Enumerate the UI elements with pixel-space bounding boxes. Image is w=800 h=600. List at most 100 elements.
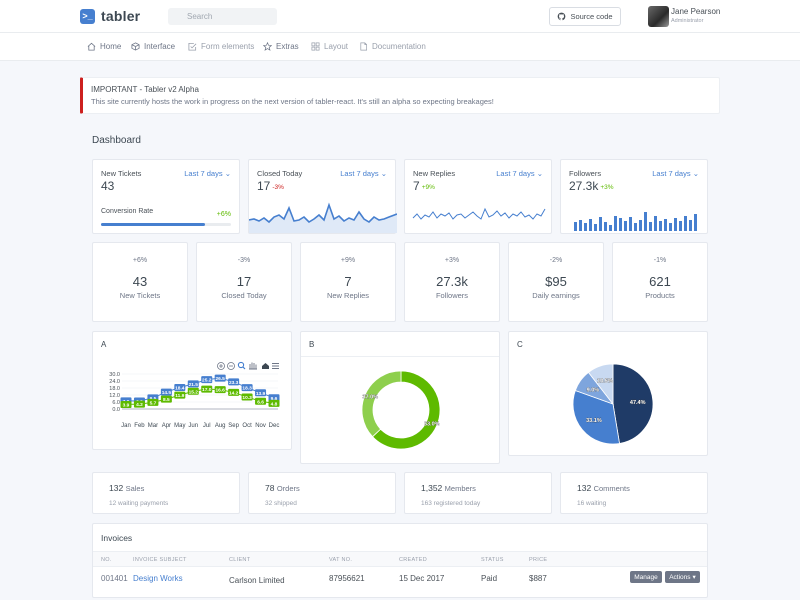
stat-change: -2% bbox=[549, 257, 563, 264]
zoom-out-icon[interactable] bbox=[227, 362, 235, 370]
period-dropdown[interactable]: Last 7 days ⌄ bbox=[184, 169, 231, 178]
x-tick-label: Jun bbox=[188, 423, 198, 429]
pie-slice[interactable] bbox=[572, 389, 620, 445]
page-title: Dashboard bbox=[92, 135, 141, 146]
data-point[interactable] bbox=[214, 386, 226, 394]
column-header: INVOICE SUBJECT bbox=[133, 557, 187, 563]
conversion-label: Conversion Rate bbox=[101, 208, 154, 215]
chevron-down-icon: ⌄ bbox=[536, 169, 543, 178]
nav-item-extras[interactable]: Extras bbox=[263, 42, 299, 51]
data-point[interactable] bbox=[160, 395, 172, 403]
table-header: NO. INVOICE SUBJECT CLIENT VAT NO. CREAT… bbox=[93, 551, 707, 567]
nav-item-documentation[interactable]: Documentation bbox=[359, 42, 426, 51]
data-point[interactable] bbox=[228, 378, 240, 386]
nav-item-interface[interactable]: Interface bbox=[131, 42, 175, 51]
stat-change: +3% bbox=[444, 257, 460, 264]
menu-icon[interactable] bbox=[272, 363, 279, 369]
column-header: CREATED bbox=[399, 557, 427, 563]
chart-card-a: A 30.0 24.0 18.0 12.0 6.0 0.0 Jan Feb Mar Apr May… bbox=[92, 331, 292, 450]
data-point[interactable] bbox=[120, 400, 132, 408]
stat-change: -1% bbox=[653, 257, 667, 264]
data-point[interactable] bbox=[268, 394, 280, 402]
alert-title: IMPORTANT - Tabler v2 Alpha bbox=[91, 85, 199, 94]
data-label: 18.4 bbox=[175, 386, 185, 392]
period-label: Last 7 days bbox=[652, 169, 691, 178]
followers-bar-sparkline bbox=[574, 212, 697, 231]
new-replies-sparkline bbox=[412, 207, 546, 220]
data-point[interactable] bbox=[174, 384, 186, 392]
invoice-no: 001401 bbox=[101, 574, 128, 583]
period-dropdown[interactable]: Last 7 days ⌄ bbox=[340, 169, 387, 178]
x-tick-label: Jan bbox=[121, 423, 131, 429]
kpi-value-row: 27.3k +3% bbox=[569, 179, 614, 193]
nav-item-layout[interactable]: Layout bbox=[311, 42, 348, 51]
data-label: 16.6 bbox=[216, 388, 226, 394]
pie-slice[interactable] bbox=[361, 370, 402, 438]
magnifier-icon[interactable] bbox=[237, 361, 246, 370]
mini-stat-row: 132 Comments bbox=[577, 483, 630, 493]
data-point[interactable] bbox=[241, 384, 253, 392]
mini-stat-row: 78 Orders bbox=[265, 483, 300, 493]
slice-label: 10.5% bbox=[597, 379, 613, 385]
pan-hand-icon[interactable] bbox=[249, 362, 257, 370]
kpi-change: +3% bbox=[600, 184, 614, 191]
data-label: 8.5 bbox=[163, 397, 170, 403]
conversion-progress-fill bbox=[101, 223, 205, 226]
search-input[interactable] bbox=[168, 8, 277, 25]
data-point[interactable] bbox=[174, 391, 186, 399]
data-label: 15.2 bbox=[189, 389, 199, 395]
stat-label: Followers bbox=[435, 291, 469, 300]
data-point[interactable] bbox=[241, 393, 253, 401]
data-point[interactable] bbox=[255, 397, 267, 405]
user-name[interactable]: Jane Pearson bbox=[671, 7, 721, 16]
data-point[interactable] bbox=[201, 376, 213, 384]
zoom-in-icon[interactable] bbox=[217, 362, 225, 370]
x-tick-label: Apr bbox=[162, 423, 171, 429]
data-point[interactable] bbox=[160, 388, 172, 396]
home-icon[interactable] bbox=[262, 363, 269, 369]
stat-card-new-tickets: +6% 43 New Tickets bbox=[92, 242, 188, 322]
mini-stat-value: 132 bbox=[109, 483, 124, 493]
stat-card-closed-today: -3% 17 Closed Today bbox=[196, 242, 292, 322]
stat-value: $95 bbox=[545, 274, 567, 289]
data-point[interactable] bbox=[201, 385, 213, 393]
brand-logo[interactable]: >_ tabler bbox=[80, 8, 140, 24]
nav-item-form-elements[interactable]: Form elements bbox=[188, 42, 254, 51]
slice-label: 9.0% bbox=[587, 387, 600, 393]
nav-label: Documentation bbox=[372, 42, 426, 51]
kpi-card-new-tickets: New Tickets Last 7 days ⌄ 43 Conversion … bbox=[92, 159, 240, 234]
data-point[interactable] bbox=[228, 388, 240, 396]
nav-label: Extras bbox=[276, 42, 299, 51]
period-dropdown[interactable]: Last 7 days ⌄ bbox=[496, 169, 543, 178]
avatar[interactable] bbox=[648, 6, 669, 27]
data-point[interactable] bbox=[187, 380, 199, 388]
manage-button[interactable]: Manage bbox=[630, 571, 662, 583]
kpi-card-closed-today: Closed Today Last 7 days ⌄ 17 -3% bbox=[248, 159, 397, 234]
column-header: CLIENT bbox=[229, 557, 251, 563]
source-code-button[interactable]: Source code bbox=[549, 7, 621, 26]
mini-stat-sub: 12 waiting payments bbox=[109, 500, 169, 507]
data-point[interactable] bbox=[147, 398, 159, 406]
data-point[interactable] bbox=[255, 389, 267, 397]
kpi-card-followers: Followers Last 7 days ⌄ 27.3k +3% bbox=[560, 159, 708, 234]
data-point[interactable] bbox=[133, 400, 145, 408]
data-label: 4.2 bbox=[136, 402, 143, 408]
pie-slice[interactable] bbox=[587, 363, 614, 406]
invoice-subject-link[interactable]: Design Works bbox=[133, 574, 183, 583]
actions-dropdown-button[interactable]: Actions ▾ bbox=[665, 571, 700, 583]
data-point[interactable] bbox=[187, 387, 199, 395]
alert-text: This site currently hosts the work in pr… bbox=[91, 97, 494, 106]
github-icon bbox=[558, 12, 566, 21]
stat-value: 27.3k bbox=[436, 274, 468, 289]
invoice-price: $887 bbox=[529, 574, 547, 583]
nav-item-home[interactable]: Home bbox=[87, 42, 121, 51]
period-dropdown[interactable]: Last 7 days ⌄ bbox=[652, 169, 699, 178]
data-label: 5.7 bbox=[150, 400, 157, 406]
data-point[interactable] bbox=[268, 399, 280, 407]
kpi-value: 27.3k bbox=[569, 179, 599, 193]
chart-toolbar bbox=[217, 361, 279, 370]
pie-slice[interactable] bbox=[612, 363, 654, 444]
data-point[interactable] bbox=[214, 374, 226, 382]
closed-today-sparkline bbox=[249, 202, 397, 233]
stat-change: +6% bbox=[132, 257, 148, 264]
